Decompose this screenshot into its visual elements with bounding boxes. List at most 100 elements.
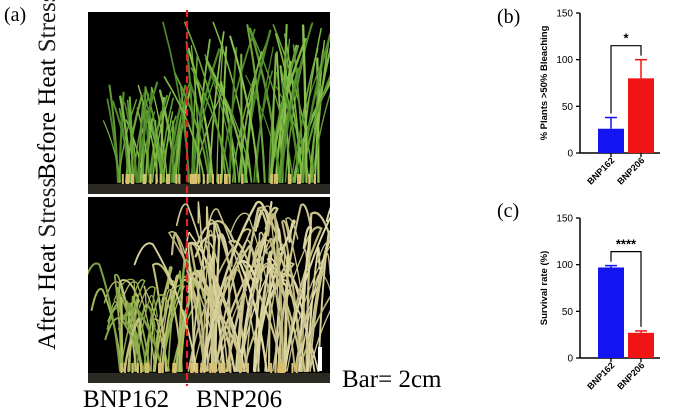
plant-leaf [160, 274, 180, 372]
plant-stem-base [273, 174, 276, 184]
plant-leaf [245, 240, 263, 372]
plant-leaf [284, 253, 290, 372]
plant-stem-base [174, 363, 177, 373]
plant-leaf [290, 54, 326, 183]
plant-leaf [238, 260, 268, 373]
significance-label: **** [616, 237, 637, 252]
plant-leaf [309, 309, 330, 372]
plant-stem-base [241, 174, 244, 184]
plant-leaf [266, 213, 285, 373]
plant-stem-base [219, 174, 222, 184]
significance-bracket [610, 251, 642, 327]
plant-leaf [286, 240, 330, 372]
plant-leaf [231, 41, 268, 183]
plant-leaf [251, 32, 294, 183]
y-tick-label: 150 [556, 9, 573, 20]
plant-stem-base [168, 174, 171, 184]
plant-leaf [207, 63, 236, 183]
plant-leaf [133, 242, 198, 372]
plant-leaf [132, 93, 150, 183]
plant-stem-base [140, 363, 143, 373]
plant-leaf [190, 67, 231, 183]
plant-stem-base [193, 174, 196, 184]
plant-stem-base [295, 363, 298, 373]
genotype-label-right: BNP206 [196, 386, 283, 413]
plant-stem-base [159, 363, 162, 373]
plant-leaf [159, 289, 172, 372]
plant-leaf [202, 200, 271, 373]
significance-bracket [610, 45, 642, 114]
plant-stem-base [196, 363, 199, 373]
plant-leaf [298, 295, 330, 372]
plant-stem-base [313, 174, 316, 184]
plant-leaf [300, 27, 322, 183]
plant-leaf [120, 281, 156, 372]
panel-a-label: (a) [4, 4, 27, 26]
plant-leaf [205, 57, 249, 184]
plant-leaf [189, 48, 221, 184]
plant-stem-base [228, 174, 231, 184]
plant-stem-base [280, 363, 283, 373]
y-axis-label: Survival rate (%) [539, 251, 550, 325]
plant-leaf [301, 24, 308, 184]
plant-stem-base [191, 363, 194, 373]
tray [88, 184, 330, 194]
plant-stem-base [125, 174, 128, 184]
plant-leaf [228, 47, 238, 183]
plant-stem-base [308, 174, 311, 184]
plant-stem-base [143, 174, 146, 184]
plant-stem-base [194, 174, 197, 184]
photo-after-heat [88, 197, 330, 383]
plant-leaf [88, 262, 122, 373]
plant-leaf [177, 100, 186, 183]
plant-stem-base [298, 174, 301, 184]
plant-leaf [162, 111, 174, 183]
plant-leaf [264, 245, 286, 372]
plant-leaf [297, 225, 313, 373]
plant-leaf [185, 232, 246, 372]
plant-leaf [143, 285, 169, 372]
plant-leaf [117, 306, 164, 373]
plant-leaf [212, 21, 253, 183]
plant-leaf [300, 74, 330, 184]
plant-leaf [311, 49, 324, 183]
plant-leaf [278, 67, 300, 184]
plant-leaf [151, 91, 172, 183]
plant-stem-base [218, 363, 221, 373]
plant-leaf [255, 264, 304, 373]
plant-leaf [198, 265, 243, 373]
panel-c-label: (c) [497, 200, 520, 222]
plant-stem-base [146, 363, 149, 373]
plant-leaf [190, 219, 220, 372]
plant-stem-base [144, 363, 147, 373]
plant-leaf [245, 75, 281, 183]
plant-leaf [163, 76, 206, 183]
tray [88, 373, 330, 383]
plant-stem-base [158, 363, 161, 373]
plant-stem-base [206, 174, 209, 184]
scale-bar [318, 347, 322, 371]
bar-bnp206 [628, 332, 654, 358]
plant-leaf [136, 81, 159, 184]
plant-stem-base [142, 174, 145, 184]
plant-stem-base [220, 363, 223, 373]
plant-stem-base [127, 174, 130, 184]
panel-b-label: (b) [497, 6, 521, 28]
y-tick-label: 150 [556, 214, 573, 225]
plant-leaf [119, 95, 132, 184]
plant-leaf [206, 208, 260, 372]
plant-leaf [119, 279, 140, 372]
plant-leaf [138, 286, 156, 372]
plant-stem-base [281, 363, 284, 373]
y-axis-label: % Plants >50% Bleaching [539, 25, 550, 140]
plant-leaf [123, 317, 142, 373]
plant-leaf [120, 297, 124, 372]
plant-stem-base [155, 174, 158, 184]
plant-leaf [228, 239, 285, 373]
plant-stem-base [270, 174, 273, 184]
plant-leaf [151, 262, 173, 373]
plant-stem-base [203, 363, 206, 373]
plant-leaf [257, 266, 275, 372]
plant-leaf [106, 98, 119, 183]
